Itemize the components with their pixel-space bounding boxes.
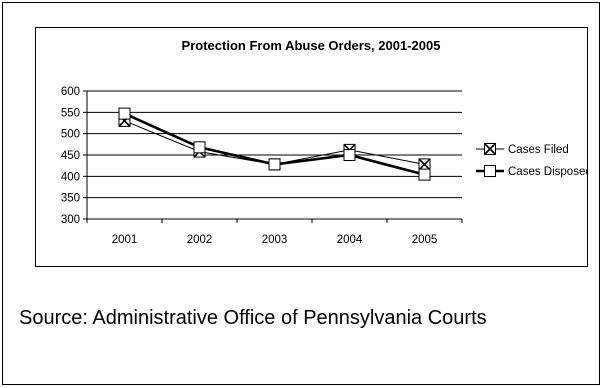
legend-item: Cases Disposed xyxy=(476,165,587,178)
y-tick-label: 450 xyxy=(61,150,80,162)
legend: Cases Filed Cases Disposed xyxy=(476,142,587,178)
data-point-cases-disposed xyxy=(418,168,431,181)
legend-marker xyxy=(483,142,497,156)
x-tick-label: 2003 xyxy=(262,234,288,246)
chart-title: Protection From Abuse Orders, 2001-2005 xyxy=(182,38,441,53)
legend-item: Cases Filed xyxy=(476,142,569,156)
data-point-cases-disposed xyxy=(268,158,281,171)
data-point-cases-disposed xyxy=(343,149,356,161)
line-chart: Protection From Abuse Orders, 2001-2005 … xyxy=(61,38,587,246)
x-tick-label: 2005 xyxy=(412,234,438,246)
y-tick-label: 400 xyxy=(61,171,80,183)
y-tick-label: 350 xyxy=(61,193,80,205)
data-point-cases-disposed xyxy=(118,107,131,120)
data-point-cases-filed xyxy=(418,158,431,171)
legend-marker xyxy=(484,165,496,177)
chart-container: Protection From Abuse Orders, 2001-2005 … xyxy=(35,27,588,267)
legend-label: Cases Filed xyxy=(508,144,569,156)
axes: 300 350 400 450 500 550 600 2001 2002 2003 2004 200… xyxy=(61,86,463,246)
legend-label: Cases Disposed xyxy=(508,166,587,178)
y-tick-label: 500 xyxy=(61,129,80,141)
y-tick-label: 600 xyxy=(61,86,80,98)
y-tick-label: 300 xyxy=(61,214,80,226)
y-tick-label: 550 xyxy=(61,107,80,119)
x-tick-label: 2002 xyxy=(187,234,213,246)
source-note: Source: Administrative Office of Pennsyl… xyxy=(19,307,487,329)
x-tick-label: 2001 xyxy=(112,234,138,246)
series-group xyxy=(118,107,431,181)
figure-frame: Protection From Abuse Orders, 2001-2005 … xyxy=(2,2,600,385)
series-line-cases-filed xyxy=(124,120,425,165)
gridlines xyxy=(87,90,462,199)
data-point-cases-disposed xyxy=(193,141,206,154)
x-tick-label: 2004 xyxy=(337,234,363,246)
